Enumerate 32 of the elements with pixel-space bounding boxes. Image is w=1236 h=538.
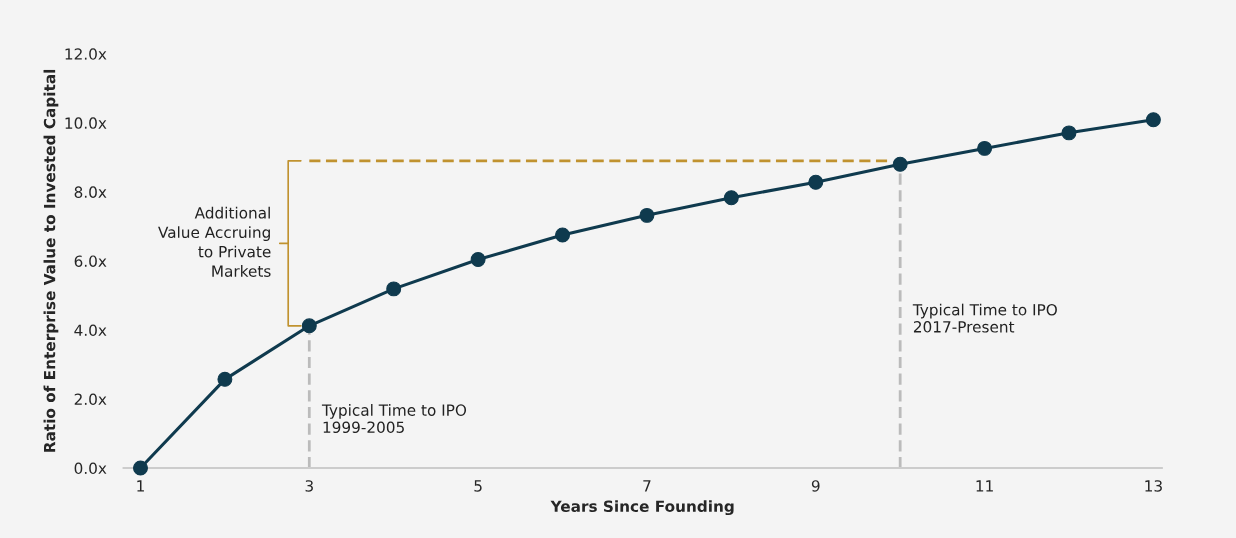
y-tick-label: 4.0x bbox=[74, 324, 107, 336]
ref-line-label: Typical Time to IPO 2017-Present bbox=[912, 303, 1057, 333]
point bbox=[808, 174, 824, 190]
x-tick-label: 11 bbox=[976, 480, 993, 492]
x-tick-label: 7 bbox=[643, 480, 651, 492]
point bbox=[892, 156, 908, 172]
x-tick-label: 9 bbox=[811, 480, 820, 492]
point bbox=[1061, 125, 1077, 141]
point bbox=[386, 281, 402, 297]
point bbox=[301, 318, 317, 334]
point bbox=[555, 227, 570, 243]
y-axis-title: Ratio of Enterprise Value to Invested Capital bbox=[43, 69, 59, 452]
point bbox=[977, 140, 993, 156]
point bbox=[470, 252, 486, 268]
y-tick-label: 8.0x bbox=[74, 186, 107, 198]
point bbox=[133, 460, 148, 476]
x-tick-label: 5 bbox=[474, 480, 482, 492]
x-tick-label: 3 bbox=[305, 480, 313, 492]
x-tick-label: 1 bbox=[137, 480, 144, 492]
x-axis-title: Years Since Founding bbox=[550, 500, 734, 516]
annotation: Additional Value Accruing to Private Markets bbox=[158, 206, 271, 277]
point bbox=[723, 190, 739, 206]
y-tick-label: 2.0x bbox=[74, 393, 107, 406]
y-tick-label: 10.0x bbox=[65, 117, 107, 129]
x-tick-label: 13 bbox=[1145, 480, 1162, 492]
y-tick-label: 12.0x bbox=[65, 48, 107, 60]
ref-line-label: Typical Time to IPO 1999-2005 bbox=[321, 404, 467, 433]
point bbox=[217, 371, 233, 387]
point bbox=[1145, 112, 1161, 128]
y-tick-label: 6.0x bbox=[74, 255, 107, 267]
y-tick-label: 0.0x bbox=[74, 462, 107, 475]
point bbox=[639, 207, 655, 223]
